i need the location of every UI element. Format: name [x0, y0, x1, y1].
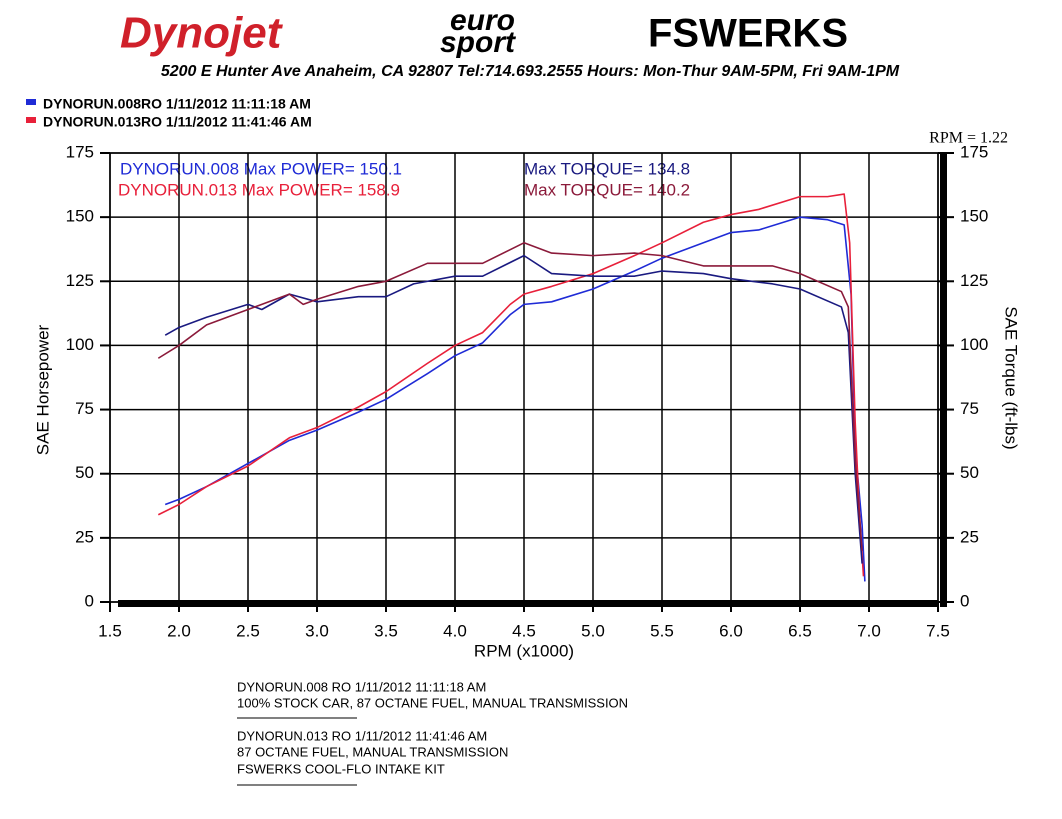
note: DYNORUN.008 RO 1/11/2012 11:11:18 AM [237, 679, 486, 694]
y2-tick-label: 150 [960, 207, 988, 226]
legend-text: DYNORUN.008RO 1/11/2012 11:11:18 AM [43, 96, 311, 112]
series-line [164, 216, 866, 582]
annotation: Max TORQUE= 134.8 [524, 159, 690, 178]
series-line [157, 242, 863, 551]
address: 5200 E Hunter Ave Anaheim, CA 92807 Tel:… [161, 63, 900, 80]
y2-axis-label: SAE Torque (ft-lbs) [1002, 306, 1021, 449]
y2-tick-label: 50 [960, 463, 979, 482]
legend-swatch [26, 99, 36, 105]
annotation: DYNORUN.008 Max POWER= 150.1 [120, 159, 402, 178]
note: 87 OCTANE FUEL, MANUAL TRANSMISSION [237, 744, 508, 759]
x-tick-label: 6.5 [788, 621, 812, 640]
y-tick-label: 25 [75, 527, 94, 546]
annotation: Max TORQUE= 140.2 [524, 180, 690, 199]
series-line [157, 193, 865, 577]
y2-tick-label: 125 [960, 271, 988, 290]
x-tick-label: 5.5 [650, 621, 674, 640]
y2-tick-label: 25 [960, 527, 979, 546]
note: FSWERKS COOL-FLO INTAKE KIT [237, 761, 445, 776]
y-tick-label: 125 [66, 271, 94, 290]
y2-tick-label: 100 [960, 335, 988, 354]
logo: Dynojet [120, 9, 284, 58]
y-tick-label: 50 [75, 463, 94, 482]
x-tick-label: 7.5 [926, 621, 950, 640]
y-tick-label: 0 [85, 591, 94, 610]
y-axis-label: SAE Horsepower [33, 324, 52, 455]
x-tick-label: 4.5 [512, 621, 536, 640]
rpm-note: RPM = 1.22 [929, 130, 1008, 147]
logo: FSWERKS [648, 12, 848, 56]
x-tick-label: 3.0 [305, 621, 329, 640]
x-tick-label: 1.5 [98, 621, 122, 640]
x-tick-label: 5.0 [581, 621, 605, 640]
y2-tick-label: 175 [960, 142, 988, 161]
y-tick-label: 175 [66, 142, 94, 161]
x-tick-label: 2.0 [167, 621, 191, 640]
bottom-axis-bar [118, 600, 938, 607]
note: DYNORUN.013 RO 1/11/2012 11:41:46 AM [237, 728, 487, 743]
x-tick-label: 3.5 [374, 621, 398, 640]
right-axis-bar [940, 153, 947, 607]
annotation: DYNORUN.013 Max POWER= 158.9 [118, 180, 400, 199]
logo: euro [450, 4, 515, 37]
y-tick-label: 100 [66, 335, 94, 354]
x-axis-label: RPM (x1000) [474, 641, 574, 660]
y2-tick-label: 0 [960, 591, 969, 610]
logo: sport [440, 26, 517, 59]
legend-text: DYNORUN.013RO 1/11/2012 11:41:46 AM [43, 114, 312, 130]
x-tick-label: 4.0 [443, 621, 467, 640]
series-line [164, 254, 863, 564]
y-tick-label: 150 [66, 207, 94, 226]
y-tick-label: 75 [75, 399, 94, 418]
plot-frame [109, 152, 939, 603]
x-tick-label: 7.0 [857, 621, 881, 640]
x-tick-label: 2.5 [236, 621, 260, 640]
y2-tick-label: 75 [960, 399, 979, 418]
note: 100% STOCK CAR, 87 OCTANE FUEL, MANUAL T… [237, 695, 628, 710]
legend-swatch [26, 117, 36, 123]
x-tick-label: 6.0 [719, 621, 743, 640]
